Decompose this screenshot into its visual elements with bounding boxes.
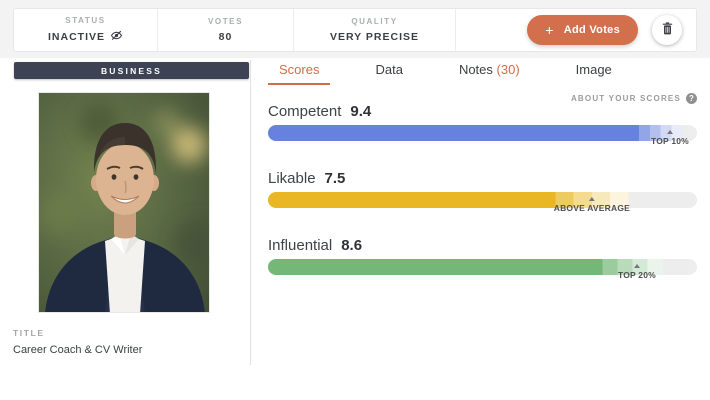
stat-votes: VOTES 80 xyxy=(158,9,294,51)
score-name: Likable xyxy=(268,170,316,187)
status-text: INACTIVE xyxy=(47,31,105,43)
tab-data-label: Data xyxy=(375,62,403,77)
add-votes-label: Add Votes xyxy=(563,24,620,36)
title-label: TITLE xyxy=(13,328,45,338)
add-votes-button[interactable]: + Add Votes xyxy=(527,15,638,45)
score-track xyxy=(268,192,697,208)
trash-icon xyxy=(662,22,673,38)
score-track xyxy=(268,259,697,275)
tab-image-label: Image xyxy=(575,62,612,77)
stat-votes-label: VOTES xyxy=(207,17,244,26)
topbar-spacer xyxy=(456,9,527,51)
stat-quality-value: VERY PRECISE xyxy=(329,31,420,43)
tab-notes-label: Notes xyxy=(458,62,493,77)
stat-status: STATUS INACTIVE xyxy=(14,9,158,51)
title-value: Career Coach & CV Writer xyxy=(13,344,143,356)
portrait-photo xyxy=(38,92,210,313)
tab-data[interactable]: Data xyxy=(364,62,413,85)
stat-votes-value: 80 xyxy=(218,31,233,43)
stat-status-label: STATUS xyxy=(65,16,106,25)
about-your-scores: ABOUT YOUR SCORES ? xyxy=(571,93,697,104)
category-badge: BUSINESS xyxy=(14,62,249,79)
marker-label: TOP 10% xyxy=(650,136,689,146)
profile-panel: BUSINESS xyxy=(13,62,250,356)
marker-arrow-icon xyxy=(666,130,673,134)
marker-label: TOP 20% xyxy=(617,270,656,280)
marker-arrow-icon xyxy=(633,264,640,268)
vertical-divider xyxy=(250,60,251,365)
tab-scores-label: Scores xyxy=(279,62,320,77)
percentile-marker: TOP 10% xyxy=(651,130,689,146)
percentile-marker: TOP 20% xyxy=(618,264,656,280)
marker-arrow-icon xyxy=(588,197,595,201)
top-stats-bar: STATUS INACTIVE VOTES 80 QUALITY VERY PR… xyxy=(13,8,697,52)
score-value: 8.6 xyxy=(341,237,363,254)
marker-label: ABOVE AVERAGE xyxy=(553,203,631,213)
tab-bar: Scores Data Notes (30) Image xyxy=(268,60,697,85)
tab-image[interactable]: Image xyxy=(565,62,623,85)
score-bar-competent: Competent 9.4 TOP 10% xyxy=(268,103,697,146)
about-scores-label: ABOUT YOUR SCORES xyxy=(570,94,681,103)
eye-off-icon xyxy=(110,30,123,44)
score-name: Influential xyxy=(268,237,333,254)
stat-status-value: INACTIVE xyxy=(48,30,123,44)
stat-quality-label: QUALITY xyxy=(351,17,398,26)
scores-panel: Scores Data Notes (30) Image ABOUT YOUR … xyxy=(268,60,697,395)
tab-scores[interactable]: Scores xyxy=(268,62,331,85)
tab-notes-count: (30) xyxy=(496,62,520,77)
score-track xyxy=(268,125,697,141)
tab-notes[interactable]: Notes (30) xyxy=(448,62,531,85)
delete-button[interactable] xyxy=(652,15,682,45)
help-icon[interactable]: ? xyxy=(686,93,697,104)
stat-quality: QUALITY VERY PRECISE xyxy=(294,9,456,51)
plus-icon: + xyxy=(545,22,554,38)
score-name: Competent xyxy=(268,103,342,120)
score-bar-likable: Likable 7.5 ABOVE AVERAGE xyxy=(268,170,697,213)
score-value: 9.4 xyxy=(350,103,372,120)
percentile-marker: ABOVE AVERAGE xyxy=(554,197,630,213)
score-bar-influential: Influential 8.6 TOP 20% xyxy=(268,237,697,280)
score-value: 7.5 xyxy=(324,170,346,187)
